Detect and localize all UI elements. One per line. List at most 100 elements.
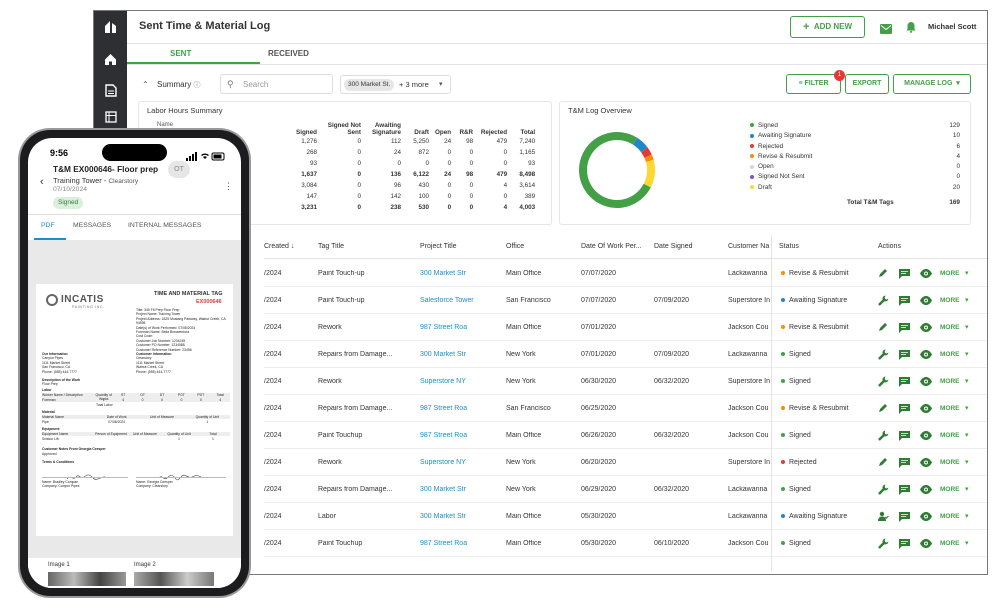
- table-row[interactable]: /2024 Paint Touch-up Salesforce Tower San F…: [264, 287, 987, 314]
- project-link[interactable]: 987 Street Roa: [420, 324, 468, 331]
- message-icon[interactable]: [899, 296, 910, 308]
- project-link[interactable]: 987 Street Roa: [420, 405, 468, 412]
- tab-messages[interactable]: MESSAGES: [73, 222, 112, 229]
- view-eye-icon[interactable]: [920, 377, 932, 388]
- image-1-thumb[interactable]: [48, 572, 126, 586]
- app-logo-icon[interactable]: [103, 19, 118, 34]
- wrench-icon[interactable]: [878, 295, 889, 308]
- document-icon[interactable]: [103, 84, 118, 99]
- user-name[interactable]: Michael Scott: [928, 22, 977, 31]
- table-row[interactable]: /2024 Repairs from Damage... 300 Market St…: [264, 476, 987, 503]
- more-button[interactable]: MORE: [940, 540, 960, 547]
- manage-log-button[interactable]: MANAGE LOG ▾: [893, 74, 971, 94]
- message-icon[interactable]: [899, 431, 910, 443]
- tab-pdf[interactable]: PDF: [41, 222, 55, 229]
- col-header-project-title[interactable]: Project Title: [420, 243, 457, 250]
- project-link[interactable]: Superstore NY: [420, 459, 466, 466]
- edit-icon[interactable]: [878, 268, 888, 280]
- edit-icon[interactable]: [878, 403, 888, 415]
- col-header-office[interactable]: Office: [506, 243, 525, 250]
- table-row[interactable]: /2024 Repairs from Damage... 987 Street Ro…: [264, 395, 987, 422]
- donut-slice-rejected[interactable]: [641, 147, 652, 158]
- legend-item[interactable]: Signed Not Sent 0: [750, 173, 960, 183]
- tab-sent[interactable]: SENT: [170, 49, 192, 58]
- add-new-button[interactable]: + ADD NEW: [790, 16, 865, 38]
- message-icon[interactable]: [899, 512, 910, 524]
- more-button[interactable]: MORE: [940, 432, 960, 439]
- more-button[interactable]: MORE: [940, 513, 960, 520]
- table-row[interactable]: /2024 Rework Superstore NY New York 06/30/20…: [264, 368, 987, 395]
- legend-item[interactable]: Rejected 6: [750, 143, 960, 153]
- legend-item[interactable]: Open 0: [750, 163, 960, 173]
- table-row[interactable]: /2024 Rework 987 Street Roa Main Office 07/0…: [264, 314, 987, 341]
- col-header-customer-na[interactable]: Customer Na: [728, 243, 770, 250]
- message-icon[interactable]: [899, 485, 910, 497]
- project-link[interactable]: 300 Market Str: [420, 513, 466, 520]
- project-link[interactable]: 300 Market Str: [420, 351, 466, 358]
- assign-person-icon[interactable]: [878, 511, 889, 524]
- message-icon[interactable]: [899, 539, 910, 551]
- more-button[interactable]: MORE: [940, 270, 960, 277]
- wrench-icon[interactable]: [878, 484, 889, 497]
- view-eye-icon[interactable]: [920, 404, 932, 415]
- view-eye-icon[interactable]: [920, 539, 932, 550]
- export-button[interactable]: EXPORT: [845, 74, 889, 94]
- project-link[interactable]: 300 Market Str: [420, 486, 466, 493]
- more-button[interactable]: MORE: [940, 378, 960, 385]
- donut-slice-awaiting-signature[interactable]: [632, 137, 648, 153]
- donut-slice-draft[interactable]: [643, 159, 655, 188]
- legend-item[interactable]: Revise & Resubmit 4: [750, 153, 960, 163]
- image-2-thumb[interactable]: [134, 572, 214, 586]
- col-header-date-of-work-per[interactable]: Date Of Work Per...: [581, 243, 642, 250]
- project-link[interactable]: 987 Street Roa: [420, 540, 468, 547]
- message-icon[interactable]: [899, 350, 910, 362]
- location-chip[interactable]: 300 Market St.: [344, 79, 395, 91]
- more-button[interactable]: MORE: [940, 459, 960, 466]
- edit-icon[interactable]: [878, 457, 888, 469]
- tab-internal-messages[interactable]: INTERNAL MESSAGES: [128, 222, 202, 229]
- table-row[interactable]: /2024 Paint Touchup 987 Street Roa Main Off…: [264, 422, 987, 449]
- more-button[interactable]: MORE: [940, 324, 960, 331]
- message-icon[interactable]: [899, 404, 910, 416]
- home-icon[interactable]: [103, 53, 118, 68]
- back-chevron-icon[interactable]: ‹: [40, 176, 44, 188]
- wrench-icon[interactable]: [878, 430, 889, 443]
- view-eye-icon[interactable]: [920, 269, 932, 280]
- message-icon[interactable]: [899, 323, 910, 335]
- location-select[interactable]: 300 Market St. + 3 more ▾: [340, 75, 451, 94]
- mail-icon[interactable]: [880, 21, 892, 34]
- summary-toggle[interactable]: Summary ⓘ: [157, 80, 201, 89]
- donut-slice-revise-resubmit[interactable]: [644, 154, 654, 163]
- view-eye-icon[interactable]: [920, 350, 932, 361]
- bell-icon[interactable]: [906, 20, 916, 33]
- project-link[interactable]: Salesforce Tower: [420, 297, 474, 304]
- wrench-icon[interactable]: [878, 538, 889, 551]
- table-row[interactable]: /2024 Repairs from Damage... 300 Market St…: [264, 341, 987, 368]
- table-row[interactable]: /2024 Labor 300 Market Str Main Office 05/30…: [264, 503, 987, 530]
- project-link[interactable]: 300 Market Str: [420, 270, 466, 277]
- edit-icon[interactable]: [878, 322, 888, 334]
- log-icon[interactable]: [103, 111, 118, 126]
- legend-item[interactable]: Awaiting Signature 10: [750, 132, 960, 142]
- col-header-status[interactable]: Status: [779, 243, 799, 250]
- view-eye-icon[interactable]: [920, 431, 932, 442]
- table-row[interactable]: /2024 Rework Superstore NY New York 06/20/20…: [264, 449, 987, 476]
- message-icon[interactable]: [899, 269, 910, 281]
- view-eye-icon[interactable]: [920, 512, 932, 523]
- legend-item[interactable]: Draft 20: [750, 184, 960, 194]
- tab-received[interactable]: RECEIVED: [268, 49, 309, 58]
- wrench-icon[interactable]: [878, 376, 889, 389]
- col-header-tag-title[interactable]: Tag Title: [318, 243, 345, 250]
- col-header-created[interactable]: Created ↓: [264, 243, 295, 250]
- more-button[interactable]: MORE: [940, 405, 960, 412]
- filter-button[interactable]: ≡ FILTER: [786, 74, 841, 94]
- project-link[interactable]: Superstore NY: [420, 378, 466, 385]
- message-icon[interactable]: [899, 458, 910, 470]
- wrench-icon[interactable]: [878, 349, 889, 362]
- legend-item[interactable]: Signed 129: [750, 122, 960, 132]
- view-eye-icon[interactable]: [920, 485, 932, 496]
- table-row[interactable]: /2024 Paint Touch-up 300 Market Str Main Of…: [264, 260, 987, 287]
- view-eye-icon[interactable]: [920, 323, 932, 334]
- table-row[interactable]: /2024 Paint Touchup 987 Street Roa Main Off…: [264, 530, 987, 557]
- project-link[interactable]: 987 Street Roa: [420, 432, 468, 439]
